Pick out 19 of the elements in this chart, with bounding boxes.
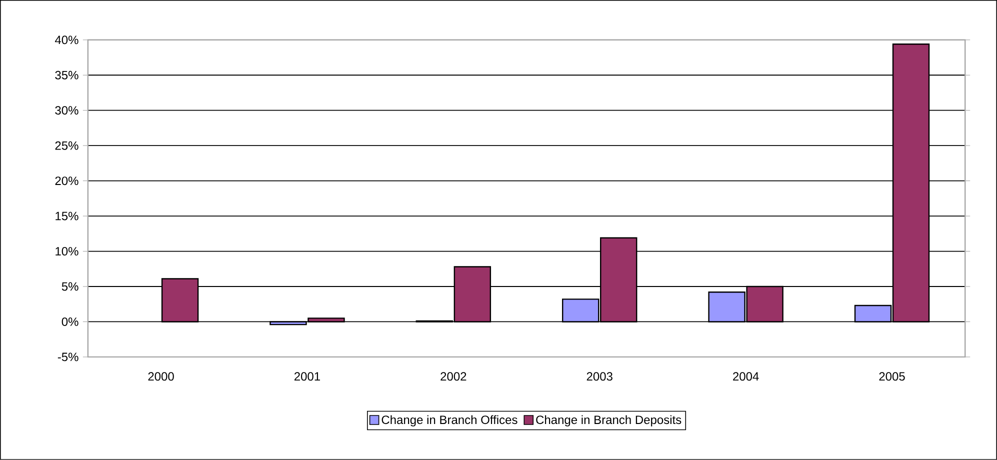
y-tick-label: 40% — [54, 36, 78, 44]
x-tick-label: 2000 — [148, 372, 174, 381]
x-tick-label: 2003 — [586, 372, 612, 381]
x-tick-label: 2005 — [879, 372, 905, 381]
y-tick-label: 25% — [55, 141, 78, 150]
y-tick-label: 10% — [56, 247, 78, 256]
legend-label: Change in Branch Deposits — [536, 415, 682, 426]
legend-label: Change in Branch Offices — [382, 415, 518, 426]
x-tick-label: 2004 — [733, 372, 759, 381]
x-tick-label: 2002 — [440, 372, 466, 381]
y-tick-label: 20% — [55, 176, 78, 186]
bar — [161, 278, 199, 322]
y-tick-label: 30% — [55, 106, 78, 115]
y-tick-label: 15% — [56, 212, 78, 220]
y-tick-label: -5% — [58, 352, 78, 362]
y-tick-label: 35% — [55, 70, 78, 80]
y-tick-label: 0% — [62, 318, 78, 326]
y-tick-label: 5% — [62, 282, 78, 291]
x-tick-label: 2001 — [294, 372, 320, 381]
